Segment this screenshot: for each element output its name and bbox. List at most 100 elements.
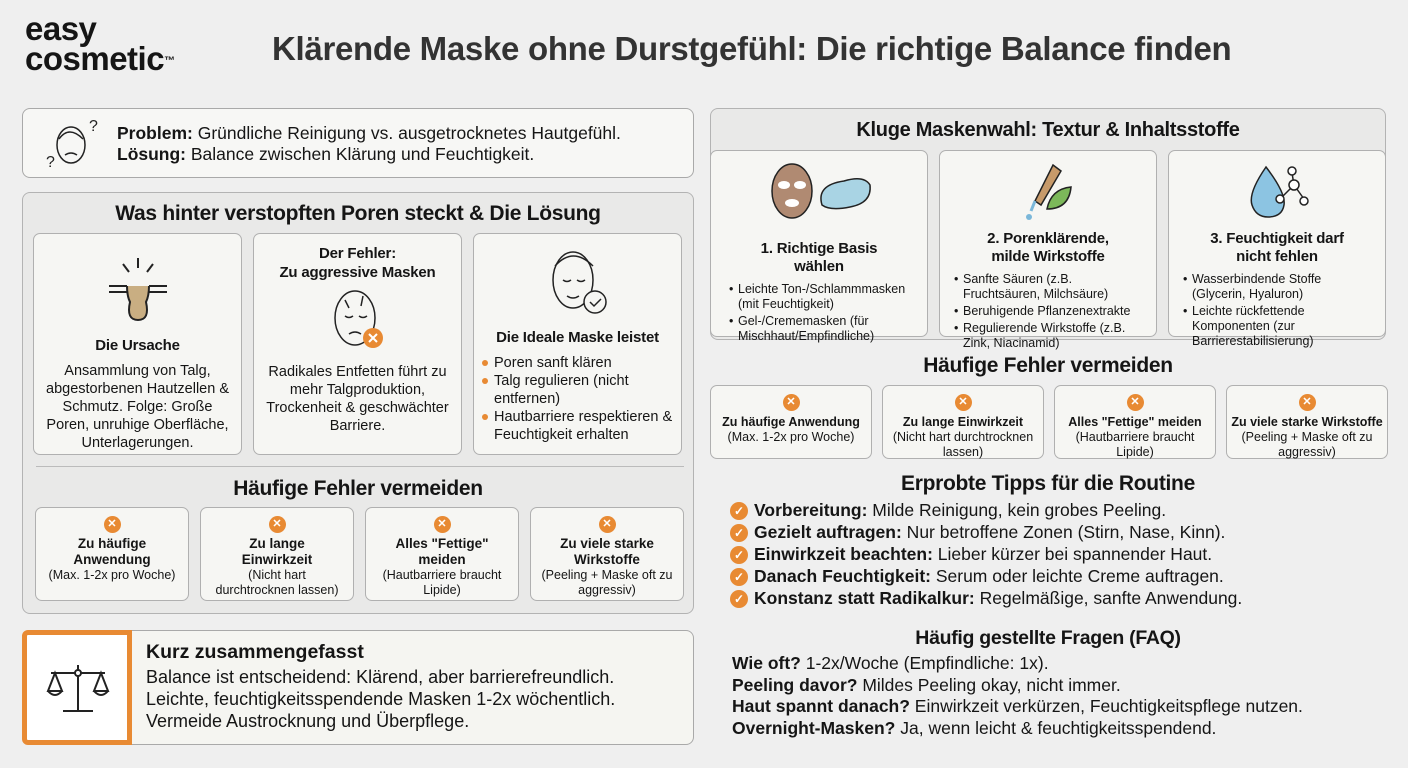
mistake-note: (Hautbarriere braucht Lipide)	[382, 568, 502, 597]
choice-card-list: Sanfte Säuren (z.B. Fruchtsäuren, Milchs…	[948, 272, 1148, 351]
mistake-title: Zu viele starke Wirkstoffe	[1231, 415, 1383, 429]
ideal-list-item: Poren sanft klären	[482, 354, 673, 372]
error-title-line2: Zu aggressive Masken	[279, 264, 436, 281]
faq-question: Overnight-Masken?	[732, 717, 896, 738]
mistake-note: (Hautbarriere braucht Lipide)	[1075, 430, 1195, 459]
irritated-face-icon	[333, 290, 383, 348]
mistake-note: (Nicht hart durchtrocknen lassen)	[892, 430, 1034, 459]
mistakes-right-heading: Häufige Fehler vermeiden	[923, 354, 1173, 377]
faq-question: Peeling davor?	[732, 674, 858, 695]
mistake-card: ✕ Zu lange Einwirkzeit (Nicht hart durchtr…	[882, 385, 1044, 459]
mistake-note: (Peeling + Maske oft zu aggressiv)	[541, 568, 673, 597]
x-icon: ✕	[954, 394, 972, 411]
x-icon: ✕	[598, 516, 616, 533]
ideal-list-item: Hautbarriere respektieren & Feuchtigkeit…	[482, 408, 673, 444]
faq-item: Wie oft? 1-2x/Woche (Empfindliche: 1x).	[732, 653, 1049, 674]
choice-list-item: Regulierende Wirkstoffe (z.B. Zink, Niac…	[954, 321, 1148, 351]
mistake-card: ✕ Alles "Fettige" meiden (Hautbarriere bra…	[365, 507, 519, 601]
faq-answer: Einwirkzeit verkürzen, Feuchtigkeitspfle…	[909, 696, 1303, 716]
faq-item: Overnight-Masken? Ja, wenn leicht & feuc…	[732, 718, 1216, 739]
cause-title: Die Ursache	[95, 337, 180, 354]
check-icon: ✓	[730, 589, 748, 608]
ideal-card: Die Ideale Maske leistet Poren sanft klä…	[473, 233, 682, 455]
mistake-title: Zu häufige Anwendung	[722, 415, 860, 429]
problem-label: Problem:	[117, 123, 193, 143]
choice-list-item: Sanfte Säuren (z.B. Fruchtsäuren, Milchs…	[954, 272, 1148, 302]
mistake-card: ✕ Alles "Fettige" meiden (Hautbarriere bra…	[1054, 385, 1216, 459]
x-icon: ✕	[103, 516, 121, 533]
choice-list-item: Beruhigende Pflanzenextrakte	[954, 304, 1148, 319]
choice-list-item: Leichte rückfettende Komponenten (zur Ba…	[1183, 304, 1377, 349]
summary-line: Leichte, feuchtigkeitsspendende Masken 1…	[146, 689, 616, 709]
mistake-title: Alles "Fettige" meiden	[395, 536, 489, 567]
tip-label: Konstanz statt Radikalkur:	[754, 588, 975, 608]
pores-heading: Was hinter verstopften Poren steckt & Di…	[115, 202, 601, 225]
page-title: Klärende Maske ohne Durstgefühl: Die ric…	[272, 30, 1232, 67]
choice-card: 1. Richtige Basis wählen Leichte Ton-/Sch…	[710, 150, 928, 343]
faq-item: Haut spannt danach? Einwirkzeit verkürze…	[732, 696, 1303, 717]
mistake-title: Zu lange Einwirkzeit	[241, 536, 313, 567]
mistake-card: ✕ Zu häufige Anwendung (Max. 1-2x pro Woch…	[35, 507, 189, 601]
faq-heading: Häufig gestellte Fragen (FAQ)	[915, 627, 1181, 649]
faq-answer: Mildes Peeling okay, nicht immer.	[857, 674, 1121, 695]
tip-label: Vorbereitung:	[754, 500, 868, 520]
tip-label: Einwirkzeit beachten:	[754, 544, 933, 564]
choice-list-item: Wasserbindende Stoffe (Glycerin, Hyaluro…	[1183, 272, 1377, 302]
x-icon: ✕	[1298, 394, 1316, 411]
check-icon: ✓	[730, 567, 748, 586]
mistakes-left-heading: Häufige Fehler vermeiden	[233, 477, 483, 500]
tips-heading: Erprobte Tipps für die Routine	[901, 472, 1195, 495]
logo-line2: cosmetic	[25, 40, 165, 77]
mistake-card: ✕ Zu viele starke Wirkstoffe (Peeling + Ma…	[1226, 385, 1388, 459]
divider	[36, 466, 684, 467]
choice-heading: Kluge Maskenwahl: Textur & Inhaltsstoffe	[856, 119, 1240, 141]
choice-card: 2. Porenklärende, milde Wirkstoffe Sanfte…	[939, 150, 1157, 350]
summary-line: Vermeide Austrocknung und Überpflege.	[146, 711, 470, 731]
summary-line: Balance ist entscheidend: Klärend, aber …	[146, 667, 615, 687]
mistake-title: Alles "Fettige" meiden	[1068, 415, 1202, 429]
mistake-title: Zu viele starke Wirkstoffe	[560, 536, 654, 567]
svg-text:?: ?	[46, 154, 55, 171]
faq-item: Peeling davor? Mildes Peeling okay, nich…	[732, 675, 1121, 696]
mistake-note: (Max. 1-2x pro Woche)	[48, 568, 176, 582]
svg-text:?: ?	[89, 118, 98, 135]
x-icon: ✕	[433, 516, 451, 533]
confused-face-icon: ??	[46, 118, 98, 171]
cause-card: Die Ursache Ansammlung von Talg, abgesto…	[33, 233, 242, 455]
choice-list-item: Leichte Ton-/Schlammmasken (mit Feuchtig…	[729, 282, 919, 312]
check-icon: ✓	[730, 545, 748, 564]
error-title-line1: Der Fehler:	[319, 245, 396, 262]
x-icon: ✕	[782, 394, 800, 411]
choice-list-item: Gel-/Crememasken (für Mischhaut/Empfindl…	[729, 314, 919, 344]
error-text: Radikales Entfetten führt zu mehr Talgpr…	[266, 364, 449, 434]
solution-text: Balance zwischen Klärung und Feuchtigkei…	[186, 144, 535, 164]
tip-text: Nur betroffene Zonen (Stirn, Nase, Kinn)…	[901, 522, 1226, 542]
faq-answer: Ja, wenn leicht & feuchtigkeitsspendend.	[895, 717, 1217, 738]
choice-card-list: Wasserbindende Stoffe (Glycerin, Hyaluro…	[1177, 272, 1377, 349]
problem-text: Gründliche Reinigung vs. ausgetrocknetes…	[192, 123, 621, 143]
tip-item: ✓ Einwirkzeit beachten: Lieber kürzer bei…	[730, 544, 1212, 565]
water-drop-molecule-icon	[1250, 165, 1309, 218]
happy-face-check-icon	[551, 251, 607, 314]
check-icon: ✓	[730, 501, 748, 520]
ideal-list-item: Talg regulieren (nicht entfernen)	[482, 372, 673, 408]
choice-card-title: 1. Richtige Basis wählen	[760, 240, 878, 275]
mistake-card: ✕ Zu häufige Anwendung (Max. 1-2x pro Woch…	[710, 385, 872, 459]
ideal-title: Die Ideale Maske leistet	[496, 329, 659, 346]
scale-icon-frame	[22, 630, 132, 745]
dropper-leaf-icon	[1026, 163, 1072, 220]
tip-item: ✓ Konstanz statt Radikalkur: Regelmäßige,…	[730, 588, 1242, 609]
choice-card-list: Leichte Ton-/Schlammmasken (mit Feuchtig…	[719, 282, 919, 344]
x-icon: ✕	[1126, 394, 1144, 411]
tip-text: Regelmäßige, sanfte Anwendung.	[974, 588, 1243, 608]
tip-item: ✓ Vorbereitung: Milde Reinigung, kein gro…	[730, 500, 1166, 521]
mistake-note: (Max. 1-2x pro Woche)	[727, 430, 855, 444]
solution-label: Lösung:	[117, 144, 187, 164]
mistake-note: (Nicht hart durchtrocknen lassen)	[215, 568, 339, 597]
tip-label: Gezielt auftragen:	[754, 522, 902, 542]
tip-text: Milde Reinigung, kein grobes Peeling.	[867, 500, 1167, 520]
logo-line1: easy	[25, 10, 97, 47]
tip-item: ✓ Danach Feuchtigkeit: Serum oder leichte…	[730, 566, 1224, 587]
mistake-card: ✕ Zu lange Einwirkzeit (Nicht hart durchtr…	[200, 507, 354, 601]
balance-scale-icon	[46, 665, 110, 712]
